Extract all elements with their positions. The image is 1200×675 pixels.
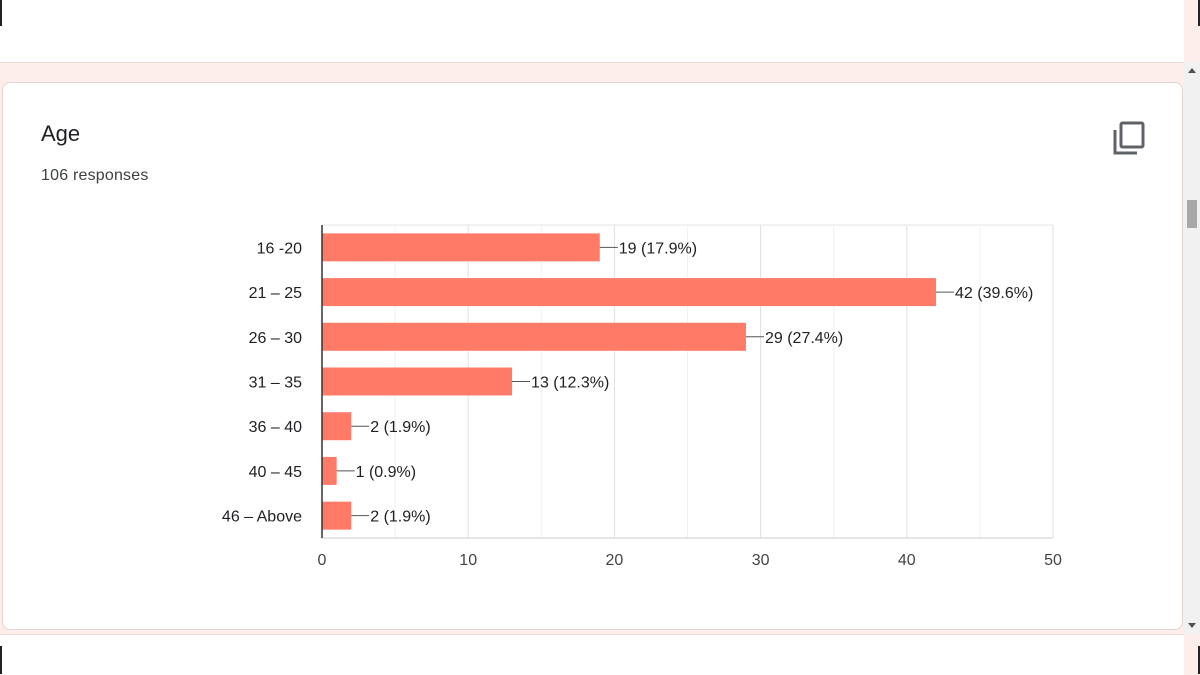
response-count: 106 responses — [41, 167, 149, 184]
vertical-scrollbar[interactable] — [1184, 62, 1200, 634]
bar — [322, 367, 513, 396]
x-tick-label: 50 — [1044, 552, 1062, 569]
y-category-label: 36 – 40 — [249, 419, 302, 436]
data-label: 29 (27.4%) — [765, 330, 843, 347]
y-category-label: 26 – 30 — [249, 330, 302, 347]
bar — [322, 278, 937, 307]
bar — [322, 501, 352, 530]
previous-card-bottom — [0, 0, 1184, 63]
y-category-label: 16 -20 — [257, 240, 302, 257]
window-edge — [0, 646, 2, 674]
scroll-down-arrow-icon[interactable] — [1188, 623, 1196, 628]
bar — [322, 456, 337, 485]
data-label: 1 (0.9%) — [356, 464, 416, 481]
y-category-label: 21 – 25 — [249, 285, 302, 302]
x-tick-label: 0 — [318, 552, 327, 569]
x-tick-label: 40 — [898, 552, 916, 569]
data-label: 13 (12.3%) — [531, 375, 609, 392]
y-category-label: 40 – 45 — [249, 464, 302, 481]
next-card-top — [0, 634, 1184, 675]
copy-chart-button[interactable] — [1107, 119, 1147, 159]
data-label: 2 (1.9%) — [370, 419, 430, 436]
data-label: 19 (17.9%) — [619, 240, 697, 257]
window-edge — [1198, 0, 1200, 26]
data-label: 42 (39.6%) — [955, 285, 1033, 302]
y-category-label: 46 – Above — [222, 509, 302, 526]
bar — [322, 322, 746, 351]
bar — [322, 233, 600, 262]
scrollbar-thumb[interactable] — [1187, 200, 1197, 228]
x-tick-label: 20 — [606, 552, 624, 569]
y-category-label: 31 – 35 — [249, 375, 302, 392]
bar — [322, 412, 352, 441]
data-label: 2 (1.9%) — [370, 509, 430, 526]
x-tick-label: 30 — [752, 552, 770, 569]
window-edge — [1198, 646, 1200, 674]
window-edge — [0, 0, 2, 26]
question-summary-card: Age 106 responses — [2, 82, 1183, 630]
scroll-up-arrow-icon[interactable] — [1188, 68, 1196, 73]
x-tick-label: 10 — [459, 552, 477, 569]
question-title: Age — [41, 121, 81, 146]
copy-icon — [1113, 121, 1145, 155]
